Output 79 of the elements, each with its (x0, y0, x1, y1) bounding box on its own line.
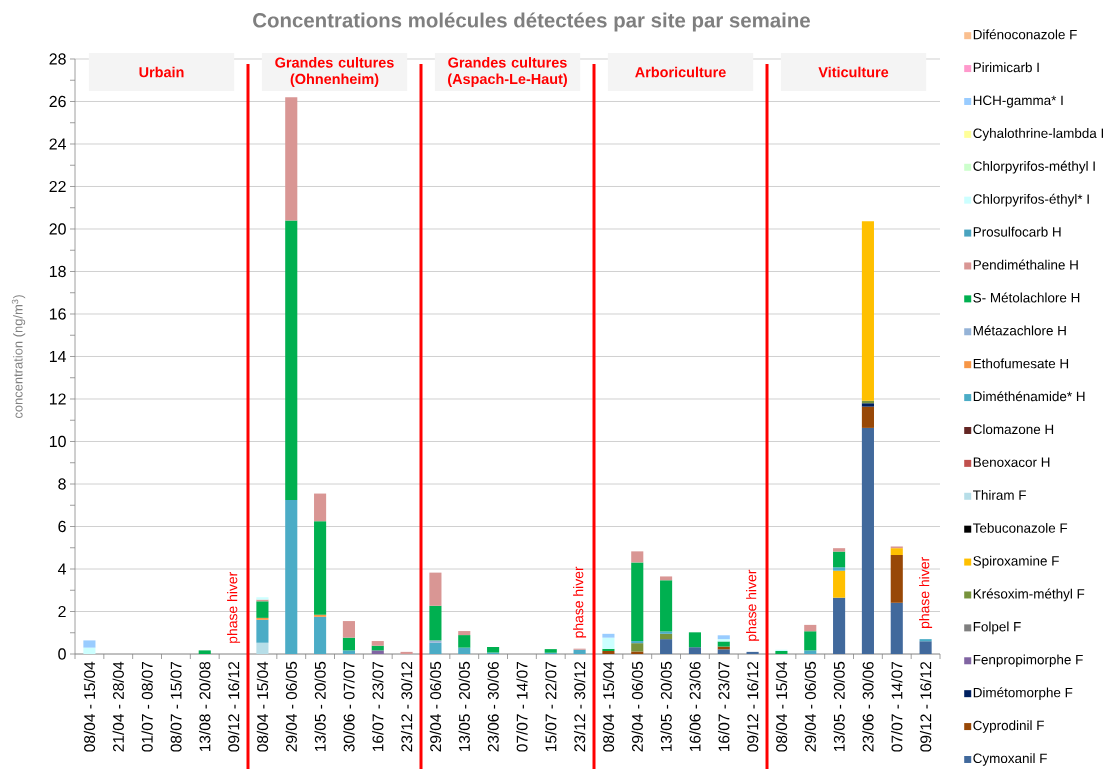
x-tick-label: 13/08 - 20/08 (199, 661, 211, 752)
x-tick-label: 09/12 - 16/12 (746, 662, 759, 752)
legend-label: Chlorpyrifos-éthyl* I (973, 193, 1089, 207)
x-tick-label: 09/12 - 16/12 (919, 662, 932, 752)
legend-label: Spiroxamine F (973, 555, 1059, 569)
x-tick-label: 08/04 - 15/04 (83, 661, 96, 752)
x-tick-label: 13/05 - 20/05 (833, 661, 845, 752)
legend-label: Pendiméthaline H (973, 259, 1078, 270)
x-tick-label: 01/07 - 08/07 (141, 662, 153, 752)
legend-label: Métazachlore H (973, 325, 1066, 336)
x-tick-label: 15/07 - 22/07 (545, 662, 557, 752)
x-tick-label: 29/04 - 06/05 (429, 661, 442, 752)
chart-subtitle: Urbain (139, 66, 184, 78)
x-tick-label: 30/06 - 07/07 (343, 662, 355, 752)
legend-label: HCH-gamma* I (973, 95, 1063, 108)
x-tick-label: 07/07 - 14/07 (891, 662, 903, 752)
legend-label: Cymoxanil F (973, 753, 1047, 766)
legend-label: Cyprodinil F (973, 720, 1044, 733)
x-tick-label: 23/12 - 30/12 (573, 662, 586, 752)
y-tick-label: 28 (49, 53, 66, 65)
y-tick-label: 2 (58, 605, 66, 618)
chart-subtitle: Arboriculture (635, 66, 726, 78)
y-tick-label: 22 (49, 180, 66, 193)
x-tick-label: 29/04 - 06/05 (285, 661, 297, 752)
legend-label: Clomazone H (973, 424, 1054, 435)
legend-label: Cyhalothrine-lambda I (973, 128, 1104, 141)
y-tick-label: 12 (49, 393, 66, 405)
legend-label: Pirimicarb I (973, 62, 1039, 73)
annotation: phase hiver (573, 566, 587, 638)
y-tick-label: 14 (49, 351, 66, 362)
x-tick-label: 29/04 - 06/05 (804, 661, 816, 752)
legend-label: Ethofumesate H (973, 358, 1069, 369)
x-tick-label: 08/04 - 15/04 (256, 661, 269, 752)
annotation: phase hiver (919, 557, 933, 629)
y-tick-label: 20 (49, 223, 66, 235)
x-tick-label: 16/07 - 23/07 (718, 662, 730, 752)
chart-title: Concentrations molécules détectées par site par semaine (253, 12, 810, 32)
x-tick-label: 08/07 - 15/07 (170, 662, 182, 752)
y-tick-label: 0 (58, 648, 66, 660)
legend-label: Chlorpyrifos-méthyl I (973, 160, 1095, 174)
x-tick-label: 23/12 - 30/12 (400, 662, 413, 752)
y-tick-label: 6 (58, 520, 66, 533)
x-tick-label: 21/04 - 28/04 (112, 661, 124, 752)
x-tick-label: 09/12 - 16/12 (227, 662, 240, 752)
legend-label: Folpel F (973, 621, 1021, 635)
legend-label: S- Métolachlore H (973, 292, 1080, 303)
x-tick-label: 13/05 - 20/05 (458, 661, 470, 752)
chart-subtitle: Grandes cultures (Ohnenheim) (275, 57, 394, 87)
x-tick-label: 13/05 - 20/05 (660, 661, 672, 752)
legend-label: Diméthénamide* H (973, 391, 1085, 402)
y-tick-label: 24 (49, 138, 66, 150)
legend-label: Krésoxim-méthyl F (973, 588, 1085, 602)
y-tick-label: 16 (49, 308, 66, 320)
x-tick-label: 29/04 - 06/05 (631, 661, 643, 752)
x-tick-label: 08/04 - 15/04 (775, 661, 788, 752)
x-tick-label: 16/06 - 23/06 (689, 661, 701, 752)
chart-subtitle: Viticulture (818, 66, 889, 78)
x-tick-label: 13/05 - 20/05 (314, 661, 326, 752)
legend-label: Difénoconazole F (973, 29, 1077, 40)
y-tick-label: 8 (58, 478, 66, 490)
annotation: phase hiver (227, 571, 241, 643)
y-tick-label: 10 (49, 435, 66, 448)
x-tick-label: 08/04 - 15/04 (602, 661, 615, 752)
legend-label: Prosulfocarb H (973, 226, 1061, 237)
x-tick-label: 16/07 - 23/07 (372, 662, 384, 752)
legend-label: Thiram F (973, 490, 1026, 500)
x-tick-label: 23/06 - 30/06 (487, 661, 499, 752)
legend-label: Tebuconazole F (973, 522, 1068, 533)
annotation: phase hiver (746, 569, 760, 641)
x-tick-label: 07/07 - 14/07 (516, 662, 528, 752)
y-axis-title: concentration (ng/m$^{3}$) (11, 295, 26, 419)
x-tick-label: 23/06 - 30/06 (862, 661, 874, 752)
y-tick-label: 4 (57, 563, 67, 575)
chart-subtitle: Grandes cultures (Aspach-Le-Haut) (448, 57, 567, 87)
y-tick-label: 26 (49, 95, 66, 108)
legend-label: Dimétomorphe F (973, 687, 1073, 700)
y-tick-label: 18 (49, 265, 66, 278)
legend-label: Benoxacor H (973, 457, 1050, 467)
legend-label: Fenpropimorphe F (973, 654, 1083, 668)
